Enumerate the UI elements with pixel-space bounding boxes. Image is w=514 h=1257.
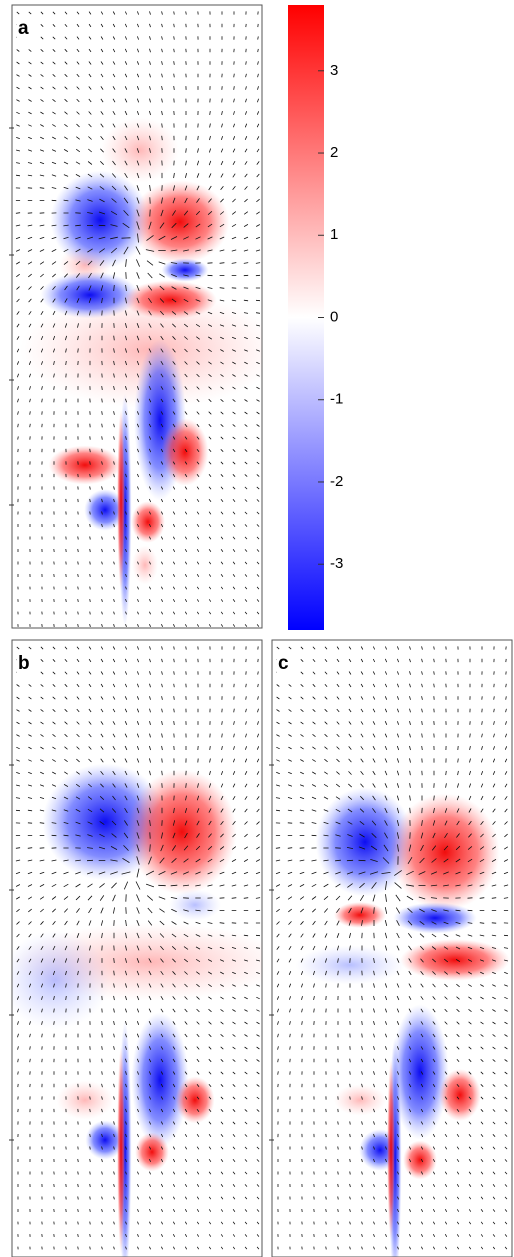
- panel-frame: [11, 4, 263, 629]
- field-blob: [130, 180, 230, 264]
- colorbar-tick-label: 3: [330, 62, 338, 79]
- field-blob: [387, 1059, 395, 1241]
- panel-label: c: [278, 653, 289, 674]
- field-blob: [131, 501, 165, 543]
- field-blob: [161, 258, 209, 282]
- panel-a-field: [15, 11, 262, 628]
- quiver-arrows: [15, 646, 261, 1250]
- label-bg: [17, 652, 33, 676]
- field-blob: [334, 902, 386, 928]
- field-blob: [84, 489, 126, 531]
- panel-b-field: [12, 646, 262, 1257]
- field-blob: [393, 902, 477, 934]
- field-blob: [40, 271, 140, 319]
- field-blob: [403, 1140, 437, 1180]
- colorbar-tick-label: -2: [330, 473, 343, 490]
- colorbar-tick-label: 0: [330, 308, 338, 325]
- field-blob: [132, 545, 158, 585]
- field-blob: [400, 939, 510, 981]
- field-blob: [135, 1132, 169, 1172]
- field-blob: [101, 117, 179, 183]
- field-blob: [161, 418, 209, 486]
- colorbar-tick-label: -1: [330, 391, 343, 408]
- field-blob: [117, 409, 125, 591]
- panel-frame: [271, 639, 513, 1257]
- field-blob: [391, 1004, 449, 1140]
- colorbar-tick-label: -3: [330, 555, 343, 572]
- field-blob: [175, 1076, 215, 1124]
- field-blob: [50, 170, 150, 270]
- field-blob: [56, 1080, 114, 1120]
- field-blob: [390, 793, 500, 911]
- field-blob: [334, 1084, 386, 1116]
- field-blob: [48, 445, 122, 485]
- side-ticks: [9, 127, 274, 1141]
- panel-label: a: [18, 18, 29, 39]
- field-blob: [20, 291, 262, 409]
- field-blob: [131, 1012, 189, 1148]
- field-blob: [169, 889, 221, 921]
- field-blob: [127, 769, 237, 895]
- field-blob: [295, 945, 405, 985]
- label-bg: [277, 652, 293, 676]
- field-blob: [123, 280, 217, 320]
- field-blob: [439, 1069, 481, 1121]
- colorbar-tick-label: 1: [330, 226, 338, 243]
- field-blob: [315, 787, 415, 897]
- panel-label: b: [18, 653, 30, 674]
- colorbar-tick-label: 2: [330, 144, 338, 161]
- field-blob: [12, 930, 110, 1030]
- field-blob: [117, 1046, 125, 1254]
- panel-c-field: [275, 646, 510, 1257]
- quiver-arrows: [275, 646, 509, 1250]
- label-bg: [17, 18, 33, 40]
- field-blob: [85, 1120, 125, 1160]
- quiver-arrows: [15, 11, 261, 628]
- panel-frame: [11, 639, 263, 1257]
